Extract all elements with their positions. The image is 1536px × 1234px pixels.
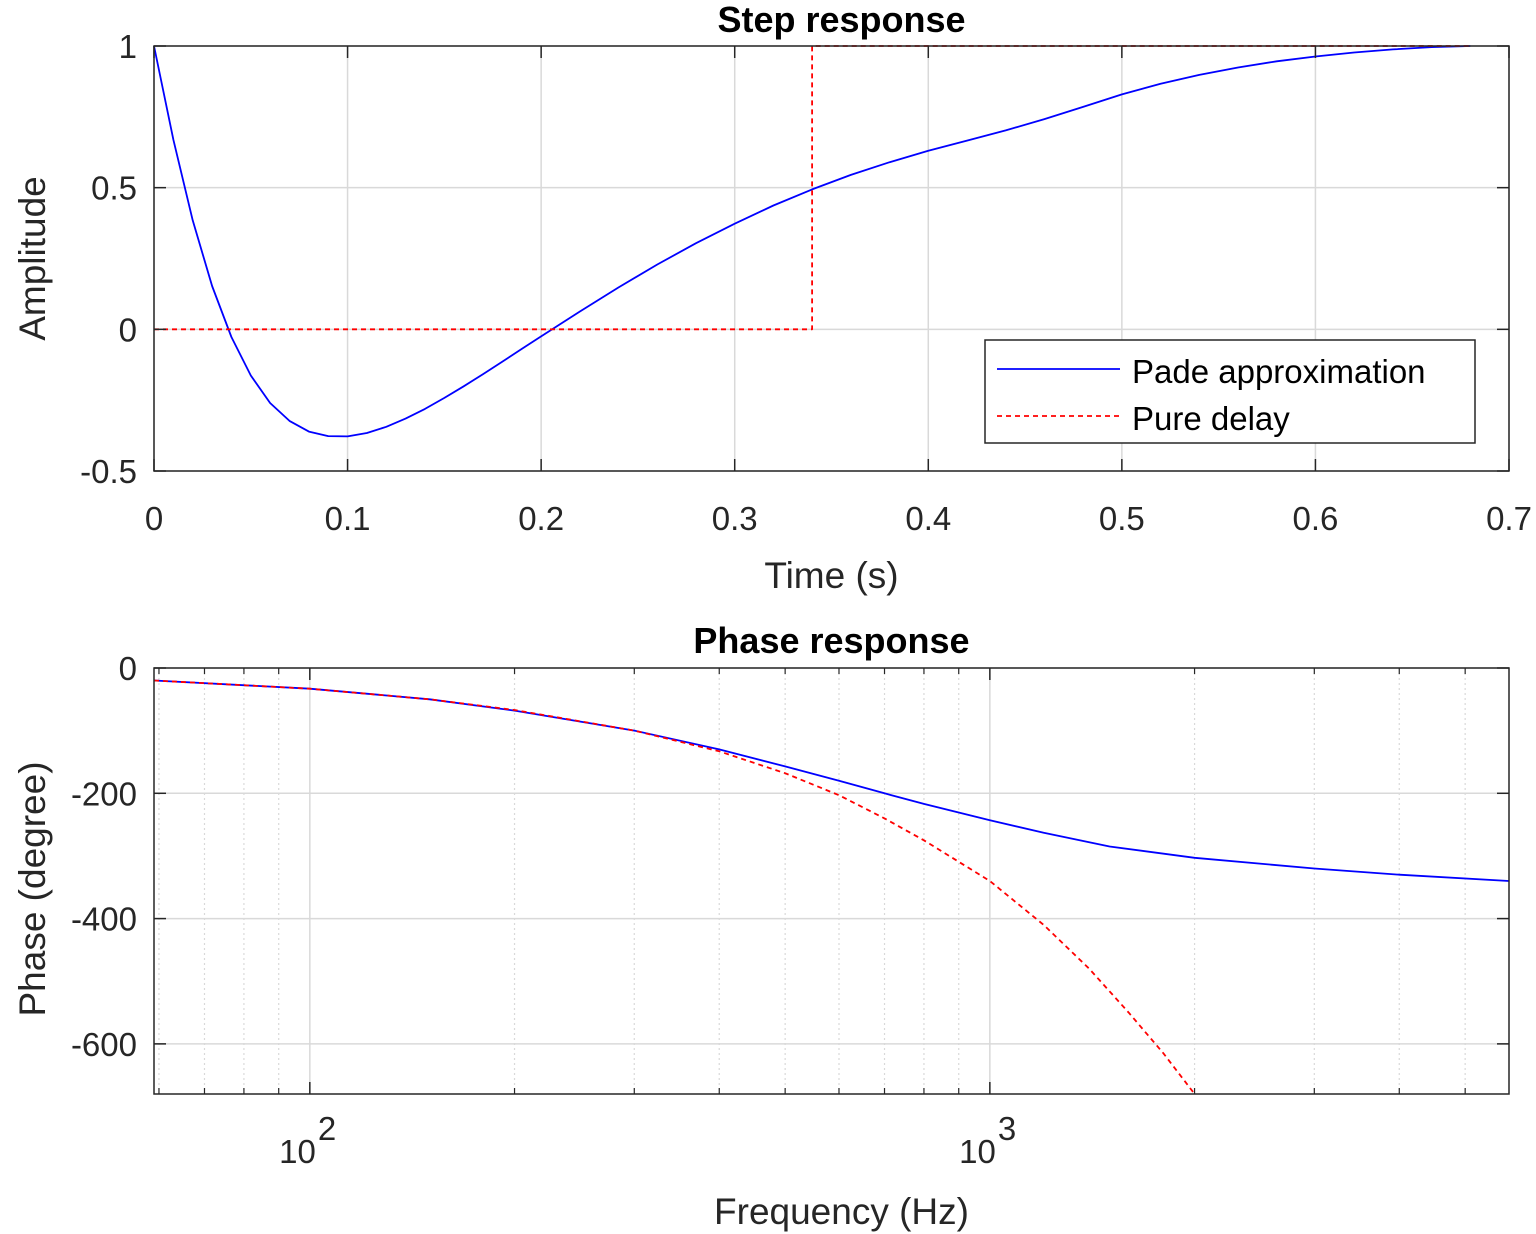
y-tick-label: 1 <box>119 28 137 65</box>
x-tick-label-exponent: 2 <box>318 1110 336 1147</box>
phase-response-title: Phase response <box>693 620 969 661</box>
phase-response-lines <box>153 679 1510 1095</box>
step-response-axes: 0 0.1 0.2 0.3 0.4 0.5 0.6 0.7-0.500.51 Step res… <box>12 0 1532 596</box>
legend-box <box>984 339 1476 444</box>
x-tick-label: 0.3 <box>712 500 758 537</box>
step-response-ticks: 0 0.1 0.2 0.3 0.4 0.5 0.6 0.7-0.500.51 <box>80 28 1532 537</box>
x-tick-label: 0.6 <box>1292 500 1338 537</box>
x-tick-label-base: 10 <box>279 1133 316 1170</box>
x-tick-label-exponent: 3 <box>998 1110 1016 1147</box>
x-tick-label: 0.4 <box>905 500 951 537</box>
y-tick-label: -600 <box>71 1026 137 1063</box>
legend-label-pure-delay: Pure delay <box>1132 400 1290 437</box>
x-tick-label-base: 10 <box>959 1133 996 1170</box>
y-tick-label: -400 <box>71 901 137 938</box>
phase-response-plot-box <box>153 667 1510 1095</box>
y-tick-label: 0 <box>119 311 137 348</box>
y-tick-label: -0.5 <box>80 453 137 490</box>
y-tick-label: -200 <box>71 775 137 812</box>
phase-response-grid <box>154 667 1509 1094</box>
series-line-pade-approximation <box>153 679 1510 882</box>
phase-response-x-axis-label: Frequency (Hz) <box>714 1191 969 1232</box>
y-tick-label: 0 <box>119 650 137 687</box>
x-tick-label: 0.1 <box>325 500 371 537</box>
phase-response-y-axis-label: Phase (degree) <box>12 761 53 1016</box>
step-response-plot-box <box>153 45 1510 472</box>
x-tick-label: 0.7 <box>1486 500 1532 537</box>
step-response-title: Step response <box>717 0 965 40</box>
x-tick-label: 0.5 <box>1099 500 1145 537</box>
x-tick-label: 0.2 <box>518 500 564 537</box>
series-line-pade-approximation <box>153 45 1471 438</box>
step-response-x-axis-label: Time (s) <box>764 555 898 596</box>
legend-label-pade: Pade approximation <box>1132 353 1426 390</box>
series-line-pure-delay <box>153 679 1196 1095</box>
x-tick-label: 103 <box>959 1110 1016 1170</box>
step-response-y-axis-label: Amplitude <box>12 176 53 341</box>
x-tick-label: 0 <box>145 500 163 537</box>
y-tick-label: 0.5 <box>91 170 137 207</box>
x-tick-label: 102 <box>279 1110 336 1170</box>
step-response-legend: Pade approximation Pure delay <box>984 339 1476 444</box>
